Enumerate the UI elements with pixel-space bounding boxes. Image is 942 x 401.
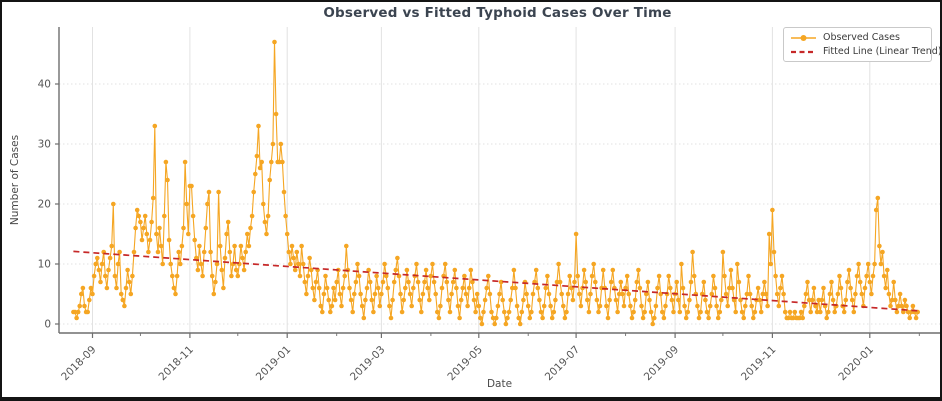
- legend-item-fitted: Fitted Line (Linear Trend): [790, 46, 940, 57]
- vertical-gridlines: [92, 27, 871, 333]
- legend-item-observed: Observed Cases: [790, 32, 924, 43]
- legend-line-dot-icon: [791, 34, 816, 41]
- svg-text:0: 0: [44, 319, 51, 331]
- x-tick-labels: 2018-09 2018-11 2019-01 2019-03 2019-05 2019-…: [59, 333, 876, 383]
- legend-label-fitted: Fitted Line (Linear Trend): [823, 46, 942, 57]
- svg-text:10: 10: [38, 259, 51, 271]
- chart-title: Observed vs Fitted Typhoid Cases Over Ti…: [323, 5, 672, 21]
- legend-dashed-line-icon: [791, 50, 816, 53]
- legend-label-observed: Observed Cases: [823, 32, 900, 43]
- legend: Observed Cases Fitted Line (Linear Trend…: [783, 27, 940, 62]
- fitted-trend-line: [73, 250, 918, 312]
- svg-text:20: 20: [38, 199, 51, 211]
- x-minor-ticks: [139, 333, 920, 336]
- y-tick-labels: 0 10 20 30 40: [38, 79, 59, 331]
- observed-cases-series: [71, 39, 920, 327]
- axis-spines: [58, 27, 940, 334]
- svg-text:30: 30: [38, 139, 51, 151]
- horizontal-gridlines: [59, 83, 940, 325]
- svg-text:40: 40: [38, 79, 51, 91]
- y-axis-label: Number of Cases: [9, 134, 21, 226]
- x-axis-label: Date: [486, 378, 513, 390]
